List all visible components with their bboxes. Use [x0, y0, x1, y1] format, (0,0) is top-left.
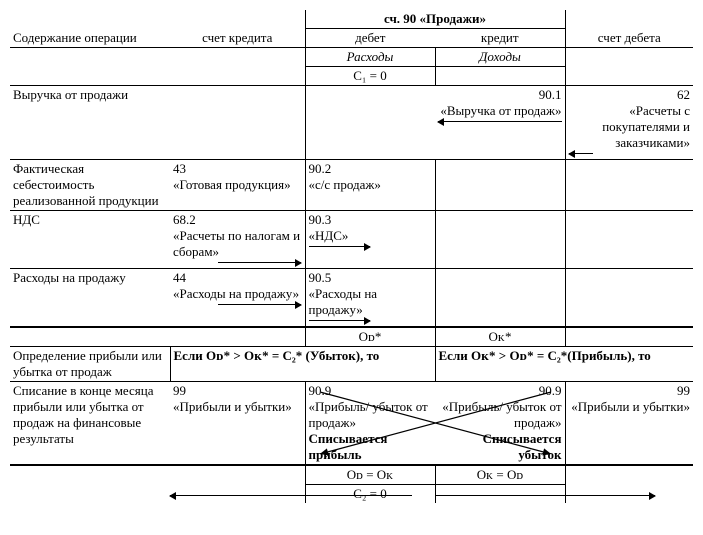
row-cost-debit: 90.2«с/с продаж» [305, 160, 435, 211]
col-debit-acct: счет дебета [565, 29, 693, 48]
row-nds-title: НДС [10, 211, 170, 269]
row-nds-credit-acct: 68.2«Расчеты по налогам и сборам» [170, 211, 305, 269]
col-debit: дебет [305, 29, 435, 48]
cross-arrows-icon [306, 382, 565, 464]
footer-eq-right: Оᴋ = Оᴅ [435, 465, 565, 485]
accounting-table: сч. 90 «Продажи» Содержание операции сче… [10, 10, 693, 503]
row-cost-credit-acct: 43«Готовая продукция» [170, 160, 305, 211]
col-credit: кредит [435, 29, 565, 48]
col-content: Содержание операции [10, 29, 170, 48]
row-revenue-title: Выручка от продажи [10, 86, 170, 160]
col-credit-acct: счет кредита [170, 29, 305, 48]
turnover-ok: Оᴋ* [435, 327, 565, 347]
row-profitdet-profit: Если Оᴋ* > Оᴅ* = С₂*(Прибыль), то [435, 347, 693, 382]
turnover-od: Оᴅ* [305, 327, 435, 347]
income-label: Доходы [435, 48, 565, 67]
row-cost-title: Фактическая себестоимость реализованной … [10, 160, 170, 211]
row-writeoff-title: Списание в конце месяца прибыли или убыт… [10, 382, 170, 466]
row-selling-debit: 90.5«Расходы на продажу» [305, 269, 435, 328]
row-writeoff-credit-acct: 99«Прибыли и убытки» [170, 382, 305, 466]
row-revenue-credit: 90.1«Выручка от продаж» [435, 86, 565, 160]
account-title: сч. 90 «Продажи» [305, 10, 565, 29]
row-writeoff-debit-acct: 99«Прибыли и убытки» [565, 382, 693, 466]
row-selling-credit-acct: 44«Расходы на продажу» [170, 269, 305, 328]
row-nds-debit: 90.3«НДС» [305, 211, 435, 269]
row-selling-title: Расходы на продажу [10, 269, 170, 328]
row-revenue-debit-acct: 62«Расчеты с покупателями и заказчиками» [565, 86, 693, 160]
expenses-label: Расходы [305, 48, 435, 67]
footer-eq-left: Оᴅ = Оᴋ [305, 465, 435, 485]
row-profitdet-loss: Если Оᴅ* > Оᴋ* = С₂* (Убыток), то [170, 347, 435, 382]
row-profitdet-title: Определение прибыли или убытка от продаж [10, 347, 170, 382]
c1-zero: С₁ = 0 [305, 67, 435, 86]
row-writeoff-credit: 90.9«Прибыль/ убыток от продаж» Списывае… [435, 382, 565, 466]
